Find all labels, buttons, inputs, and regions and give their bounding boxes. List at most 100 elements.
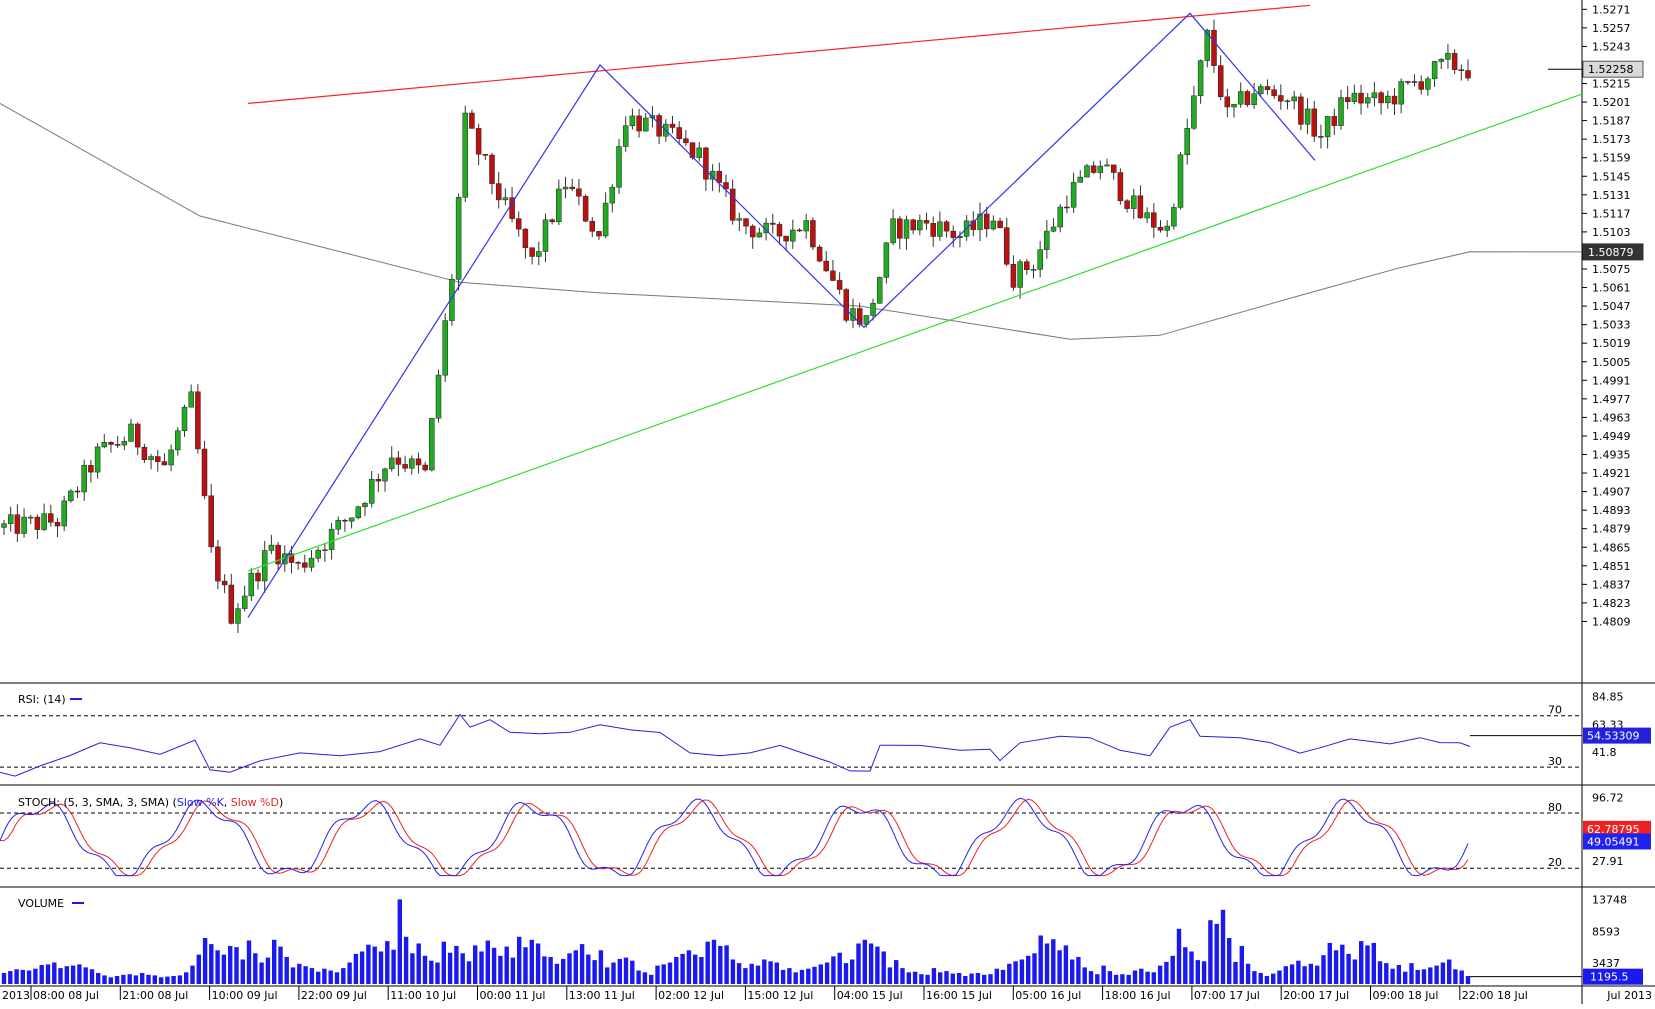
candle-body-up — [181, 406, 188, 431]
rsi-title: RSI: (14) — [18, 693, 66, 706]
candle-body-up — [1104, 164, 1110, 167]
candle-body-down — [749, 225, 756, 238]
volume-bar — [730, 959, 736, 984]
volume-bar — [617, 958, 622, 984]
candle-body-down — [228, 584, 235, 624]
candle-body-up — [315, 549, 321, 559]
volume-bar — [133, 975, 139, 984]
candle-body-down — [1278, 95, 1284, 102]
candle-body-up — [1197, 60, 1204, 97]
volume-bar — [529, 939, 534, 984]
rsi-tick-label: 41.8 — [1592, 746, 1617, 759]
candle-body-up — [1144, 212, 1150, 219]
volume-bar — [491, 947, 497, 984]
stoch-title: STOCH: (5, 3, SMA, 3, SMA) (Slow %K, Slo… — [18, 796, 283, 809]
volume-bar — [1101, 965, 1106, 984]
volume-bar — [146, 974, 151, 984]
volume-bar — [1315, 965, 1320, 984]
volume-bar — [1308, 963, 1314, 984]
volume-bar — [1220, 909, 1226, 984]
volume-bar — [667, 962, 673, 984]
volume-title: VOLUME — [18, 897, 64, 910]
volume-bar — [39, 965, 44, 984]
time-tick-label: 22:00 09 Jul — [301, 989, 367, 1002]
candle-body-down — [1311, 108, 1317, 137]
candle-body-down — [1010, 264, 1017, 288]
volume-bar — [1, 973, 7, 984]
price-tick-label: 1.4893 — [1592, 504, 1631, 517]
volume-bar — [642, 972, 648, 984]
volume-bar — [259, 962, 264, 984]
time-tick-label: 08:00 08 Jul — [33, 989, 99, 1002]
time-tick-label: 10:00 09 Jul — [212, 989, 278, 1002]
candle-body-down — [796, 229, 803, 232]
candle-body-down — [1271, 89, 1277, 96]
candle-body-down — [1244, 91, 1251, 105]
price-tick-label: 1.5075 — [1592, 263, 1631, 276]
candle-body-down — [776, 224, 783, 237]
volume-bar — [1396, 965, 1402, 984]
candle-body-down — [1331, 116, 1338, 126]
candle-body-down — [1451, 52, 1458, 70]
volume-bar — [1271, 973, 1276, 984]
volume-bar — [246, 940, 252, 984]
price-tick-label: 1.5145 — [1592, 170, 1631, 183]
volume-bar — [8, 971, 13, 984]
volume-bar — [894, 960, 899, 984]
volume-bar — [1189, 951, 1194, 984]
volume-bar — [127, 974, 132, 984]
zigzag-pattern-line — [247, 12, 1316, 618]
volume-bar — [686, 950, 692, 984]
volume-bar — [680, 953, 685, 984]
price-tick-label: 1.5019 — [1592, 337, 1631, 350]
volume-bar — [385, 941, 390, 984]
volume-bar — [1447, 959, 1452, 984]
volume-bar — [102, 975, 107, 984]
volume-bar — [1227, 938, 1232, 984]
volume-bar — [359, 951, 365, 984]
volume-bar — [579, 944, 585, 984]
candle-body-down — [221, 580, 228, 586]
volume-bar — [799, 969, 805, 984]
volume-bar — [202, 938, 208, 984]
time-tick-label: 16:00 15 Jul — [926, 989, 992, 1002]
rsi-tick-label: 84.85 — [1592, 691, 1624, 704]
volume-bar — [661, 964, 666, 984]
price-tick-label: 1.5243 — [1592, 40, 1631, 53]
candle-body-down — [1411, 81, 1418, 83]
candle-body-up — [81, 465, 87, 493]
volume-bar — [265, 957, 271, 984]
candle-body-up — [1017, 261, 1023, 288]
volume-bar — [1032, 953, 1037, 984]
volume-bar — [14, 969, 19, 984]
candle-body-down — [201, 448, 208, 497]
volume-bar — [353, 953, 359, 984]
candle-body-down — [816, 246, 823, 262]
volume-bar — [824, 962, 830, 984]
price-tick-label: 1.4865 — [1592, 541, 1631, 554]
volume-bar — [410, 953, 415, 984]
candle-body-up — [442, 320, 448, 376]
volume-bar — [1283, 966, 1288, 984]
volume-bar — [1044, 943, 1050, 984]
candle-body-up — [388, 457, 395, 470]
candle-body-down — [1124, 200, 1130, 209]
price-tick-label: 1.4991 — [1592, 374, 1631, 387]
volume-bar — [517, 936, 522, 984]
volume-bar — [862, 939, 867, 984]
volume-bar — [931, 968, 937, 984]
candle-body-down — [897, 218, 903, 239]
candle-body-up — [1438, 59, 1445, 62]
candle-body-up — [1371, 92, 1378, 99]
candle-body-up — [502, 197, 509, 201]
volume-bar — [938, 972, 943, 984]
support-trendline — [247, 93, 1583, 572]
volume-bar — [554, 963, 560, 984]
volume-bar — [774, 962, 779, 984]
candle-body-up — [870, 303, 876, 316]
time-tick-label: 22:00 18 Jul — [1462, 989, 1528, 1002]
volume-bar — [290, 967, 296, 984]
candle-body-up — [268, 544, 275, 551]
volume-bar — [504, 946, 509, 984]
